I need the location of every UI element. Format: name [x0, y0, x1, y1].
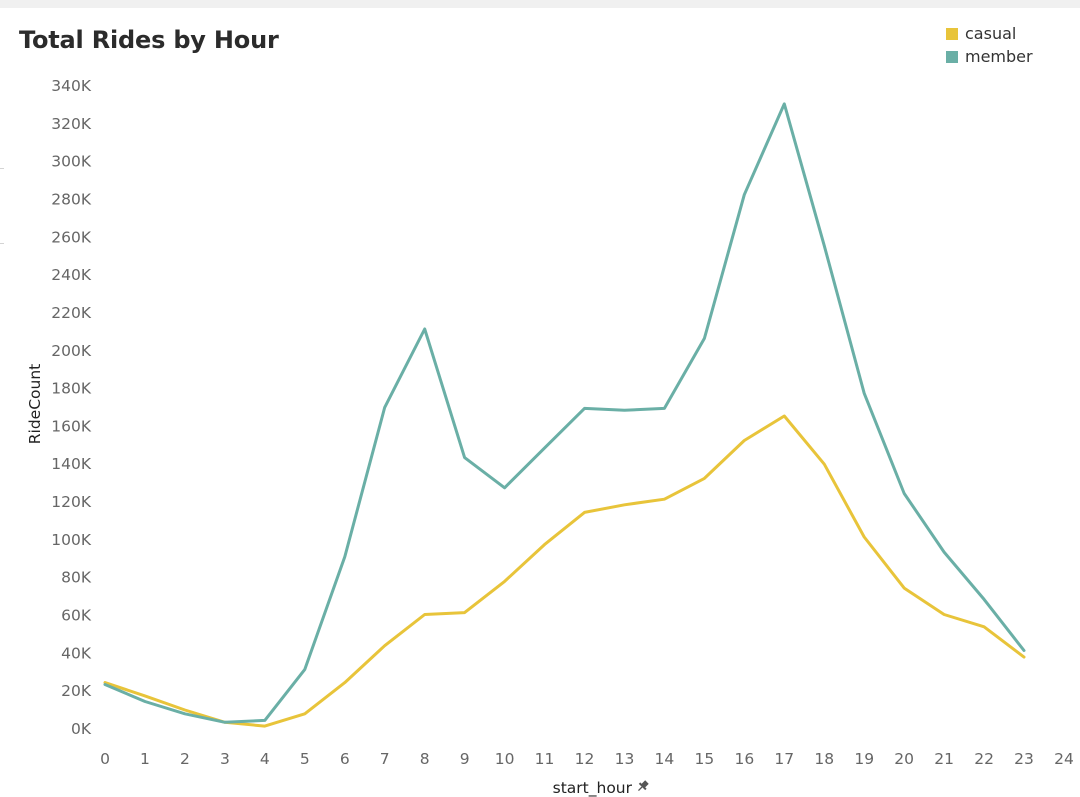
- y-tick-label: 20K: [61, 682, 92, 700]
- series-line-casual[interactable]: [103, 414, 1026, 728]
- x-tick-label: 19: [854, 750, 874, 768]
- legend-label-casual: casual: [965, 24, 1017, 43]
- x-tick-label: 15: [695, 750, 715, 768]
- y-tick-label: 340K: [51, 77, 92, 95]
- y-tick-label: 40K: [61, 644, 92, 662]
- x-tick-label: 17: [774, 750, 794, 768]
- x-tick-label: 16: [734, 750, 754, 768]
- x-tick-label: 13: [615, 750, 635, 768]
- x-tick-label: 8: [420, 750, 430, 768]
- x-tick-label: 0: [100, 750, 110, 768]
- y-tick-label: 320K: [51, 115, 92, 133]
- top-toolbar-strip: [0, 0, 1080, 8]
- y-tick-label: 160K: [51, 417, 92, 435]
- y-tick-label: 220K: [51, 304, 92, 322]
- x-axis-title: start_hour: [553, 779, 633, 797]
- y-tick-label: 200K: [51, 342, 92, 360]
- x-tick-label: 10: [495, 750, 515, 768]
- y-tick-label: 260K: [51, 228, 92, 246]
- x-tick-label: 21: [934, 750, 954, 768]
- x-tick-label: 7: [380, 750, 390, 768]
- y-tick-label: 80K: [61, 569, 92, 587]
- x-tick-label: 5: [300, 750, 310, 768]
- legend-swatch-member: [946, 50, 958, 63]
- y-axis: 0K 20K 40K 60K 80K 100K 120K 140K 160K 180K 200K 22…: [51, 77, 92, 738]
- x-tick-label: 12: [575, 750, 595, 768]
- chart-legend: casual member: [946, 22, 1033, 68]
- chart-title: Total Rides by Hour: [19, 26, 279, 54]
- x-tick-label: 1: [140, 750, 150, 768]
- plot-area: [103, 102, 1026, 728]
- y-tick-label: 280K: [51, 190, 92, 208]
- x-tick-label: 4: [260, 750, 270, 768]
- pin-icon[interactable]: [635, 779, 650, 794]
- x-axis: 0 1 2 3 4 5 6 7 8 9 10 11 12 13 14 15 16 17 18 19 20 21 22 23 24: [100, 750, 1074, 768]
- x-tick-label: 3: [220, 750, 230, 768]
- x-tick-label: 14: [655, 750, 675, 768]
- x-tick-label: 2: [180, 750, 190, 768]
- y-tick-label: 240K: [51, 266, 92, 284]
- y-tick-label: 60K: [61, 607, 92, 625]
- x-tick-label: 6: [340, 750, 350, 768]
- y-tick-label: 180K: [51, 380, 92, 398]
- x-tick-label: 24: [1054, 750, 1074, 768]
- x-tick-label: 22: [974, 750, 994, 768]
- x-tick-label: 20: [894, 750, 914, 768]
- legend-swatch-casual: [946, 27, 958, 40]
- y-tick-label: 120K: [51, 493, 92, 511]
- x-tick-label: 18: [814, 750, 834, 768]
- legend-item-member[interactable]: member: [946, 45, 1033, 68]
- y-tick-label: 300K: [51, 153, 92, 171]
- y-tick-label: 140K: [51, 455, 92, 473]
- x-tick-label: 23: [1014, 750, 1034, 768]
- series-line-member[interactable]: [103, 102, 1026, 724]
- y-axis-title: RideCount: [26, 364, 44, 444]
- legend-item-casual[interactable]: casual: [946, 22, 1033, 45]
- x-tick-label: 11: [535, 750, 555, 768]
- left-edge-divider: [0, 168, 4, 169]
- x-tick-label: 9: [460, 750, 470, 768]
- y-tick-label: 0K: [71, 720, 92, 738]
- left-edge-divider: [0, 243, 4, 244]
- legend-label-member: member: [965, 47, 1033, 66]
- y-tick-label: 100K: [51, 531, 92, 549]
